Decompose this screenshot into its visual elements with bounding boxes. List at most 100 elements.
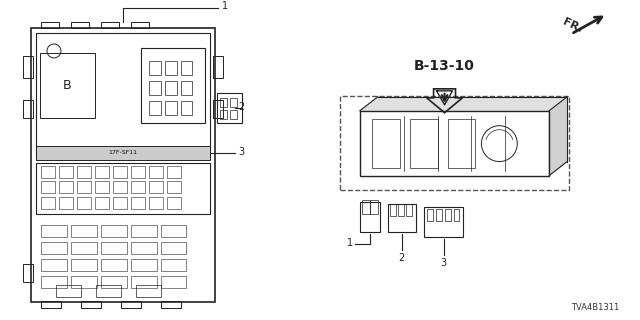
Bar: [360, 111, 549, 176]
Text: B: B: [63, 79, 71, 92]
Bar: [131, 197, 145, 209]
Bar: [31, 28, 216, 302]
Bar: [41, 301, 61, 308]
Bar: [121, 301, 141, 308]
Bar: [95, 165, 109, 178]
Bar: [397, 204, 404, 216]
Bar: [113, 197, 127, 209]
Bar: [148, 101, 161, 115]
Bar: [100, 276, 127, 288]
Bar: [36, 163, 211, 214]
Bar: [100, 242, 127, 254]
Bar: [131, 242, 157, 254]
Bar: [388, 204, 415, 232]
Bar: [166, 181, 180, 194]
Bar: [180, 101, 193, 115]
Bar: [23, 264, 33, 282]
Text: 3: 3: [238, 147, 244, 156]
Text: FR.: FR.: [561, 17, 584, 35]
Bar: [81, 301, 100, 308]
Bar: [77, 165, 91, 178]
Text: 17F-SF11: 17F-SF11: [109, 150, 138, 155]
Bar: [41, 276, 67, 288]
Bar: [41, 242, 67, 254]
Bar: [213, 100, 223, 118]
Bar: [424, 207, 463, 237]
Bar: [161, 259, 186, 271]
Bar: [41, 165, 55, 178]
Bar: [71, 276, 97, 288]
Text: B-13-10: B-13-10: [414, 59, 475, 73]
Bar: [362, 200, 370, 214]
Bar: [164, 61, 177, 75]
Bar: [180, 81, 193, 95]
Bar: [410, 119, 438, 168]
Bar: [77, 197, 91, 209]
Bar: [41, 22, 59, 28]
Bar: [436, 209, 442, 221]
Bar: [161, 242, 186, 254]
Bar: [56, 285, 81, 297]
Bar: [164, 101, 177, 115]
Bar: [141, 48, 205, 123]
Text: 2: 2: [399, 253, 405, 263]
Bar: [95, 197, 109, 209]
Bar: [180, 61, 193, 75]
Bar: [230, 110, 237, 119]
Bar: [131, 276, 157, 288]
Bar: [59, 165, 73, 178]
Bar: [230, 98, 237, 107]
Bar: [148, 61, 161, 75]
Bar: [59, 181, 73, 194]
Bar: [164, 81, 177, 95]
Bar: [36, 33, 211, 157]
Polygon shape: [360, 97, 567, 111]
Bar: [40, 53, 95, 118]
Bar: [41, 181, 55, 194]
Bar: [41, 259, 67, 271]
Bar: [59, 197, 73, 209]
Bar: [213, 56, 223, 78]
Bar: [445, 209, 451, 221]
Bar: [370, 200, 378, 214]
Bar: [340, 96, 569, 190]
Bar: [71, 22, 89, 28]
Text: 2: 2: [238, 102, 244, 112]
Bar: [36, 146, 211, 160]
Bar: [220, 110, 227, 119]
Text: 1: 1: [222, 1, 228, 11]
Bar: [131, 225, 157, 237]
Bar: [113, 181, 127, 194]
Bar: [148, 197, 163, 209]
Bar: [100, 225, 127, 237]
Bar: [41, 225, 67, 237]
Bar: [71, 242, 97, 254]
Bar: [148, 181, 163, 194]
Bar: [166, 197, 180, 209]
Bar: [427, 209, 433, 221]
Bar: [23, 100, 33, 118]
Bar: [131, 165, 145, 178]
Bar: [148, 165, 163, 178]
Bar: [71, 225, 97, 237]
Bar: [131, 22, 148, 28]
Text: TVA4B1311: TVA4B1311: [571, 303, 619, 312]
Bar: [113, 165, 127, 178]
Bar: [372, 119, 400, 168]
Bar: [390, 204, 396, 216]
Bar: [360, 203, 380, 232]
Bar: [100, 259, 127, 271]
Bar: [166, 165, 180, 178]
Bar: [71, 259, 97, 271]
Bar: [220, 98, 227, 107]
Bar: [161, 276, 186, 288]
Bar: [23, 56, 33, 78]
Bar: [447, 119, 476, 168]
Bar: [161, 301, 180, 308]
Bar: [96, 285, 121, 297]
Bar: [77, 181, 91, 194]
Bar: [406, 204, 412, 216]
Bar: [131, 259, 157, 271]
Bar: [218, 93, 243, 123]
Bar: [95, 181, 109, 194]
